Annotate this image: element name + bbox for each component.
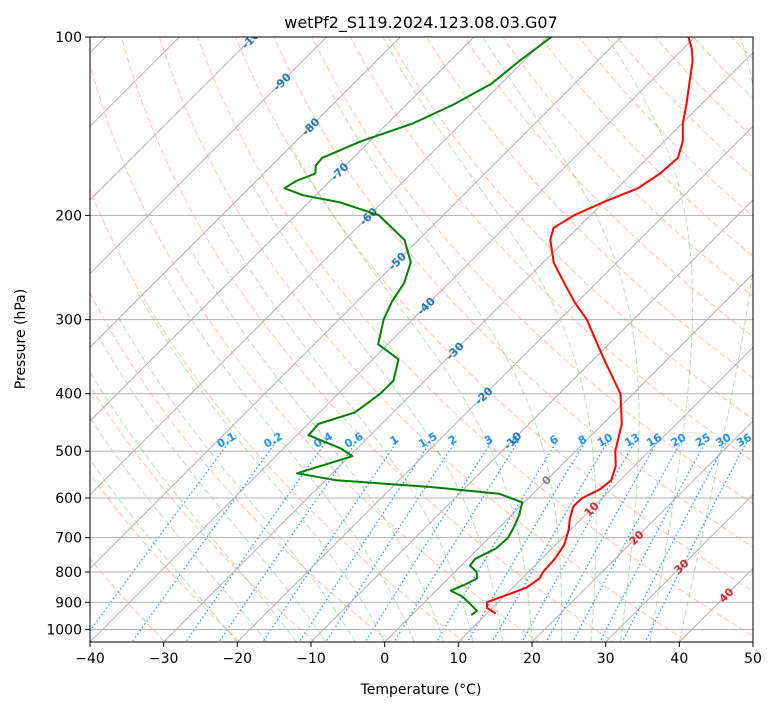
isotherm-line — [162, 51, 753, 642]
x-tick-label: −30 — [149, 651, 179, 667]
isotherm-line — [383, 272, 753, 642]
mixing-ratio-line — [325, 440, 457, 642]
dry-adiabat-line — [90, 188, 465, 642]
moist-adiabat-line — [482, 37, 640, 642]
isotherm-line — [457, 346, 753, 642]
x-tick-label: −40 — [75, 651, 105, 667]
isotherm-line — [236, 125, 753, 642]
x-tick-label: 20 — [523, 651, 541, 667]
x-tick-label: 10 — [449, 651, 467, 667]
mixing-ratio-line — [521, 440, 637, 642]
dry-adiabat-line — [90, 385, 316, 642]
dry-adiabat-line — [311, 37, 753, 505]
plot-axes: −40 −30 −20 −10 0 10 20 30 40 50 100 200 300 400 500 60… — [46, 30, 762, 667]
temperature-profile-line — [485, 37, 694, 615]
chart-title: wetPf2_S119.2024.123.08.03.G07 — [284, 13, 558, 33]
moist-adiabat-line — [116, 315, 356, 642]
mixing-ratio-line — [572, 440, 683, 642]
isotherm-line — [90, 37, 402, 349]
moist-adiabat-line — [382, 37, 597, 642]
isotherm-line — [90, 37, 328, 275]
plot-grid — [90, 37, 753, 642]
x-tick-label: 0 — [380, 651, 389, 667]
dry-adiabat-line — [502, 37, 753, 298]
mixing-ratio-line — [131, 440, 278, 642]
moist-adiabat-line — [331, 94, 563, 642]
y-tick-label: 400 — [55, 387, 82, 403]
isotherm-line — [310, 199, 753, 642]
y-tick-label: 800 — [55, 565, 82, 581]
mixing-ratio-line — [466, 440, 587, 642]
dry-adiabat-line — [463, 37, 753, 338]
isotherm-line — [90, 37, 623, 570]
moist-adiabat-line — [97, 336, 327, 642]
mixing-ratio-line — [599, 440, 707, 642]
x-tick-label: 50 — [744, 651, 762, 667]
isotherm-line — [90, 37, 181, 128]
moist-adiabat-line — [678, 37, 753, 642]
moist-adiabat-line — [90, 370, 297, 642]
dry-adiabat-line — [273, 37, 753, 548]
isotherm-line — [90, 37, 475, 422]
x-axis-label: Temperature (°C) — [360, 682, 482, 698]
y-tick-label: 700 — [55, 531, 82, 547]
moist-adiabat-line — [216, 215, 474, 642]
isotherm-line — [604, 493, 753, 642]
dry-adiabat-line — [578, 37, 753, 218]
x-tick-label: −10 — [296, 651, 326, 667]
mixing-ratio-line — [262, 440, 399, 642]
moist-adiabat-line — [187, 245, 445, 642]
y-tick-label: 500 — [55, 444, 82, 460]
dry-adiabat-line — [235, 37, 753, 592]
moist-adiabat-line — [90, 458, 238, 642]
y-tick-label: 900 — [55, 595, 82, 611]
dry-adiabat-line — [387, 37, 753, 420]
moist-adiabat-line — [162, 272, 415, 642]
mixing-ratio-line — [435, 440, 558, 642]
y-tick-label: 200 — [55, 208, 82, 224]
y-tick-label: 100 — [55, 30, 82, 46]
dry-adiabat-line — [158, 37, 690, 642]
isotherm-line — [90, 37, 696, 642]
dry-adiabat-line — [120, 37, 615, 642]
plot-frame — [89, 36, 754, 643]
isotherm-line — [90, 37, 549, 496]
x-tick-label: 40 — [670, 651, 688, 667]
isotherm-line — [90, 37, 254, 201]
y-tick-label: 600 — [55, 491, 82, 507]
y-tick-label: 1000 — [46, 622, 82, 638]
isotherm-line — [531, 420, 753, 642]
mixing-ratio-line — [644, 440, 748, 642]
dewpoint-profile-line — [283, 37, 552, 616]
dry-adiabat-line — [616, 37, 753, 178]
dry-adiabat-line — [90, 62, 540, 642]
x-tick-label: 30 — [597, 651, 615, 667]
x-tick-label: −20 — [223, 651, 253, 667]
dry-adiabat-line — [540, 37, 753, 257]
moist-adiabat-line — [606, 37, 694, 642]
dry-adiabat-line — [90, 292, 391, 642]
y-axis-label: Pressure (hPa) — [13, 289, 29, 389]
mixing-ratio-label: 36 — [734, 431, 754, 450]
mixing-ratio-line — [491, 440, 609, 642]
moist-adiabat-line — [90, 416, 268, 642]
dry-adiabat-line — [349, 37, 753, 462]
mixing-ratio-line — [298, 440, 432, 642]
mixing-ratio-line — [621, 440, 728, 642]
y-tick-label: 300 — [55, 313, 82, 329]
mixing-ratio-line — [545, 440, 659, 642]
